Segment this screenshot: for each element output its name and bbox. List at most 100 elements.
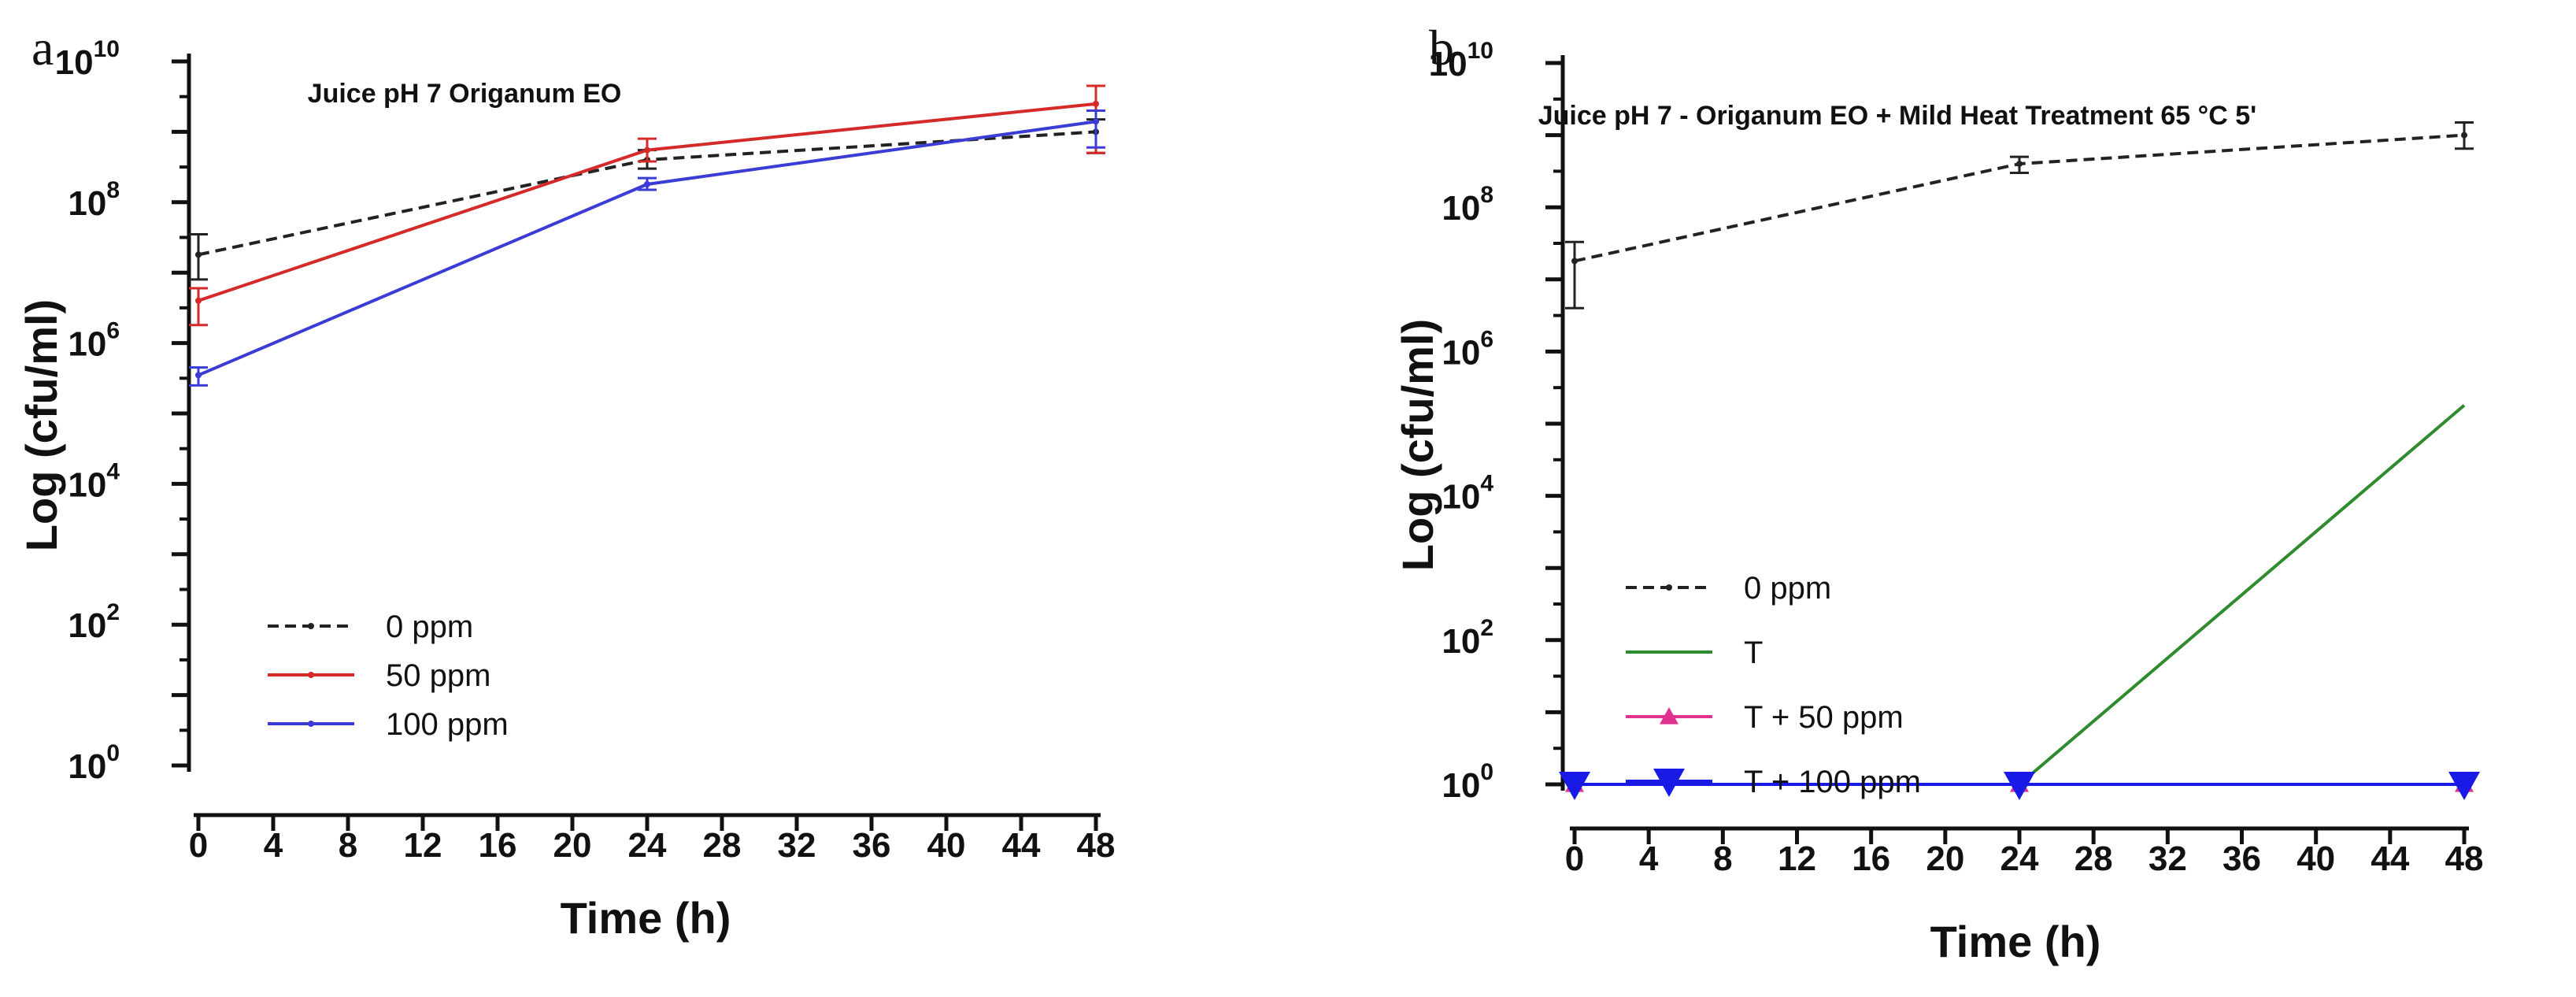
y-tick-exponent: 2 bbox=[1480, 615, 1493, 641]
y-tick-base: 10 bbox=[68, 465, 106, 504]
x-tick-label: 12 bbox=[404, 826, 442, 865]
x-tick-label: 4 bbox=[264, 826, 283, 865]
panel-letter: b bbox=[1429, 20, 1454, 76]
y-tick-label: 102 bbox=[68, 599, 120, 645]
data-point bbox=[2448, 772, 2480, 800]
y-tick-exponent: 10 bbox=[94, 36, 120, 62]
x-tick-label: 32 bbox=[2149, 839, 2187, 878]
y-tick-base: 10 bbox=[68, 184, 106, 223]
legend-label: 0 ppm bbox=[386, 610, 473, 644]
legend-entry-2: 100 ppm bbox=[268, 707, 509, 742]
chart-title: Juice pH 7 - Origanum EO + Mild Heat Tre… bbox=[1538, 101, 2257, 131]
x-tick-label: 0 bbox=[1565, 839, 1584, 878]
x-tick-label: 24 bbox=[2000, 839, 2039, 878]
legend-label: 0 ppm bbox=[1744, 571, 1831, 606]
data-point bbox=[195, 297, 202, 304]
x-tick-label: 40 bbox=[2297, 839, 2335, 878]
data-point bbox=[1093, 118, 1099, 125]
data-point bbox=[1571, 258, 1578, 265]
x-tick-label: 44 bbox=[1002, 826, 1041, 865]
y-tick-base: 10 bbox=[1442, 766, 1480, 805]
x-tick-label: 48 bbox=[1077, 826, 1116, 865]
y-tick-exponent: 10 bbox=[1468, 38, 1493, 64]
legend-marker bbox=[1666, 584, 1672, 591]
x-tick-label: 4 bbox=[1639, 839, 1659, 878]
x-tick-label: 48 bbox=[2445, 839, 2484, 878]
series-1 bbox=[189, 84, 1105, 327]
y-tick-label: 108 bbox=[68, 177, 120, 223]
series-line bbox=[198, 102, 1097, 302]
x-tick-label: 12 bbox=[1778, 839, 1816, 878]
legend-entry-1: 50 ppm bbox=[268, 658, 490, 693]
data-point bbox=[1093, 100, 1099, 107]
x-tick-label: 40 bbox=[927, 826, 966, 865]
y-tick-base: 10 bbox=[1442, 478, 1480, 517]
series-2 bbox=[189, 109, 1105, 387]
legend-label: T + 50 ppm bbox=[1744, 700, 1904, 735]
x-tick-label: 20 bbox=[1926, 839, 1964, 878]
data-point bbox=[2016, 161, 2023, 168]
y-tick-label: 104 bbox=[68, 458, 120, 504]
y-tick-label: 106 bbox=[1442, 326, 1493, 372]
series-line bbox=[1575, 404, 2466, 786]
y-tick-base: 10 bbox=[1442, 333, 1480, 372]
y-tick-exponent: 8 bbox=[106, 177, 120, 203]
x-tick-label: 28 bbox=[703, 826, 742, 865]
x-axis-title: Time (h) bbox=[561, 893, 731, 943]
legend-marker bbox=[308, 672, 314, 678]
x-tick-label: 16 bbox=[1852, 839, 1890, 878]
legend-label: 50 ppm bbox=[386, 658, 490, 693]
y-tick-exponent: 8 bbox=[1480, 182, 1493, 208]
x-tick-label: 8 bbox=[1713, 839, 1732, 878]
legend-marker bbox=[1660, 707, 1678, 725]
y-tick-base: 10 bbox=[68, 325, 106, 364]
legend-marker bbox=[1653, 769, 1685, 797]
x-tick-label: 8 bbox=[339, 826, 357, 865]
data-point bbox=[195, 251, 202, 258]
chart-panel-b: b Juice pH 7 - Origanum EO + Mild Heat Tr… bbox=[1393, 20, 2483, 966]
legend-label: 100 ppm bbox=[386, 707, 509, 742]
data-point bbox=[195, 372, 202, 379]
y-tick-base: 10 bbox=[1429, 45, 1468, 83]
y-tick-label: 106 bbox=[68, 318, 120, 364]
y-tick-label: 104 bbox=[1442, 471, 1493, 517]
legend-marker bbox=[308, 721, 314, 727]
x-tick-label: 36 bbox=[2223, 839, 2261, 878]
y-tick-label: 100 bbox=[68, 740, 120, 786]
y-tick-base: 10 bbox=[68, 747, 106, 786]
y-axis-title: Log (cfu/ml) bbox=[1393, 319, 1442, 571]
y-tick-base: 10 bbox=[55, 43, 94, 82]
y-tick-label: 1010 bbox=[1429, 38, 1493, 83]
y-tick-exponent: 0 bbox=[1480, 759, 1493, 785]
data-point bbox=[644, 146, 650, 154]
data-point bbox=[644, 180, 650, 187]
y-tick-exponent: 0 bbox=[106, 740, 120, 766]
legend-label: T + 100 ppm bbox=[1744, 765, 1921, 799]
legend-entry-0: 0 ppm bbox=[268, 610, 473, 644]
data-point bbox=[2461, 132, 2467, 139]
y-tick-base: 10 bbox=[1442, 622, 1480, 661]
y-tick-exponent: 4 bbox=[106, 458, 120, 484]
x-axis-title: Time (h) bbox=[1930, 917, 2101, 966]
y-tick-exponent: 2 bbox=[106, 599, 120, 625]
x-tick-label: 0 bbox=[189, 826, 208, 865]
series-1 bbox=[1575, 404, 2466, 786]
legend-entry-2: T + 50 ppm bbox=[1626, 700, 1904, 735]
x-tick-label: 28 bbox=[2074, 839, 2113, 878]
y-tick-label: 1010 bbox=[55, 36, 120, 82]
chart-title: Juice pH 7 Origanum EO bbox=[308, 79, 622, 109]
legend-entry-3: T + 100 ppm bbox=[1626, 765, 1921, 799]
x-tick-label: 44 bbox=[2371, 839, 2409, 878]
data-point bbox=[2004, 772, 2035, 800]
y-tick-exponent: 6 bbox=[1480, 326, 1493, 352]
x-tick-label: 16 bbox=[479, 826, 517, 865]
legend-entry-0: 0 ppm bbox=[1626, 571, 1831, 606]
x-tick-label: 24 bbox=[628, 826, 667, 865]
y-tick-label: 100 bbox=[1442, 759, 1493, 805]
x-tick-label: 20 bbox=[553, 826, 592, 865]
series-line bbox=[1574, 133, 2465, 263]
y-tick-exponent: 4 bbox=[1480, 471, 1493, 497]
series-0 bbox=[1565, 120, 2474, 309]
legend-marker bbox=[308, 623, 314, 629]
